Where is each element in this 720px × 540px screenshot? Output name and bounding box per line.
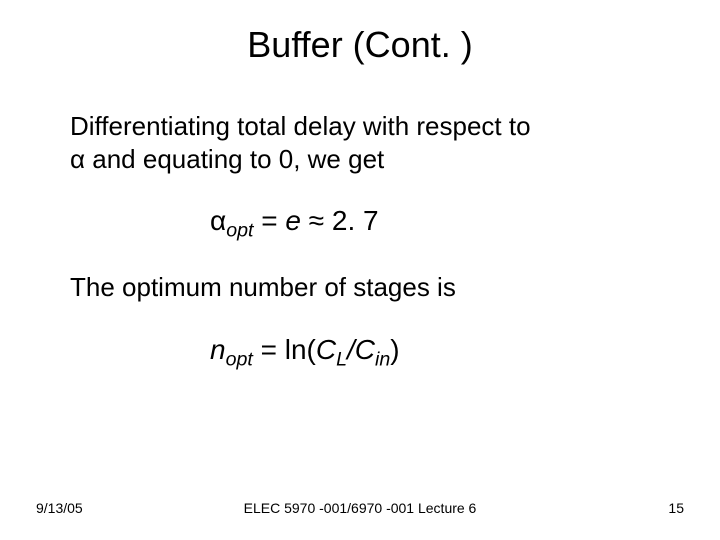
footer-page: 15 xyxy=(668,500,684,516)
eq1-alpha: α xyxy=(210,205,226,236)
eq2-sub-L: L xyxy=(336,348,347,370)
footer-center: ELEC 5970 -001/6970 -001 Lecture 6 xyxy=(0,500,720,516)
equation-1: αopt = e ≈ 2. 7 xyxy=(210,203,650,243)
eq2-slash: / xyxy=(347,334,355,365)
para1-line1: Differentiating total delay with respect… xyxy=(70,111,531,141)
eq1-sub-opt: opt xyxy=(226,220,253,242)
eq1-eq: = xyxy=(253,205,277,236)
eq1-e: e xyxy=(278,205,309,236)
slide-title: Buffer (Cont. ) xyxy=(0,24,720,66)
equation-2: nopt = ln(CL/Cin) xyxy=(210,332,650,372)
eq2-close: ) xyxy=(390,334,399,365)
eq2-sub-in: in xyxy=(375,348,390,370)
paragraph-2: The optimum number of stages is xyxy=(70,271,650,304)
eq2-eq: = ln( xyxy=(253,334,316,365)
eq2-C1: C xyxy=(316,334,336,365)
slide-body: Differentiating total delay with respect… xyxy=(70,110,650,400)
slide: Buffer (Cont. ) Differentiating total de… xyxy=(0,0,720,540)
eq2-n: n xyxy=(210,334,226,365)
eq2-C2: C xyxy=(355,334,375,365)
eq1-approx: ≈ 2. 7 xyxy=(309,205,379,236)
para1-line2: α and equating to 0, we get xyxy=(70,144,384,174)
paragraph-1: Differentiating total delay with respect… xyxy=(70,110,650,175)
eq2-sub-opt: opt xyxy=(226,348,253,370)
